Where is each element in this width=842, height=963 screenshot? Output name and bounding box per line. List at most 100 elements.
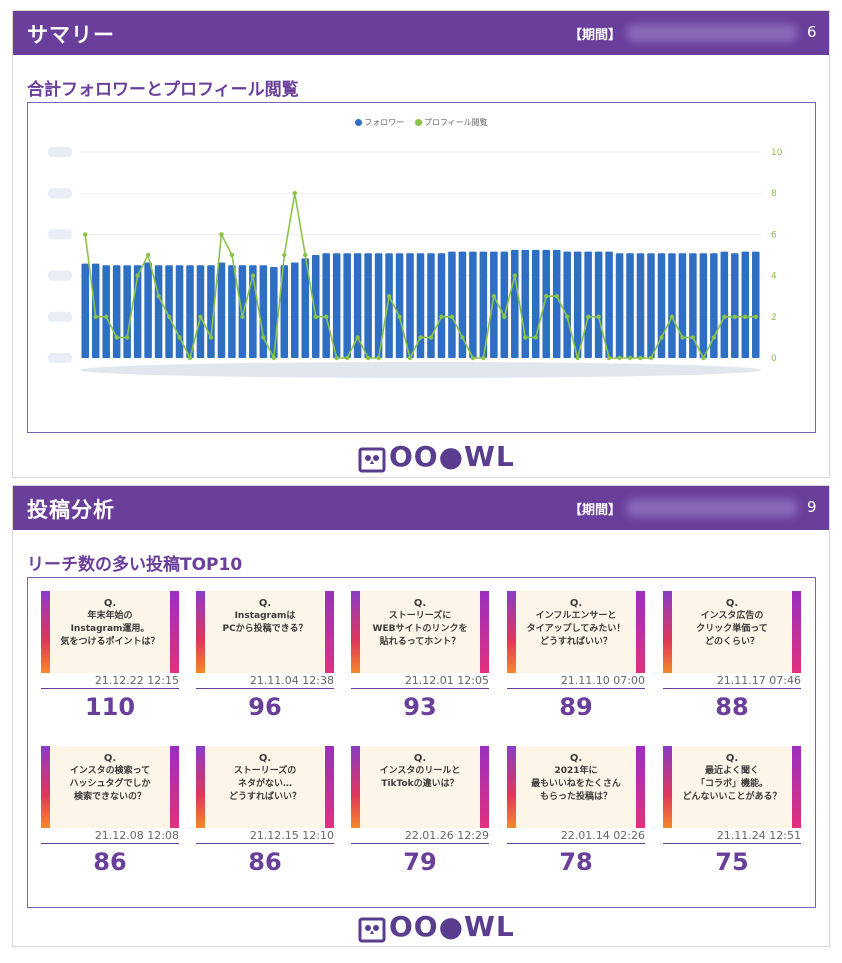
follower-bar[interactable] [374,253,383,358]
profile-views-point[interactable] [187,355,193,361]
follower-bar[interactable] [647,253,655,358]
follower-bar[interactable] [469,251,477,358]
profile-views-point[interactable] [365,355,371,361]
profile-views-point[interactable] [627,355,633,361]
post-thumbnail[interactable]: Q. インフルエンサーと タイアップしてみたい！ どうすればいい？ [507,591,645,673]
follower-bar[interactable] [196,265,205,358]
follower-bar[interactable] [217,262,226,358]
follower-bar[interactable] [406,253,414,358]
profile-views-point[interactable] [460,335,465,340]
follower-bar[interactable] [144,262,152,358]
follower-bar[interactable] [102,265,110,358]
post-thumbnail[interactable]: Q. インスタ広告の クリック単価って どのくらい？ [663,591,801,673]
follower-bar[interactable] [678,253,687,358]
profile-views-point[interactable] [418,335,423,340]
follower-bar[interactable] [270,267,278,358]
profile-views-point[interactable] [198,314,203,319]
profile-views-point[interactable] [596,314,601,319]
profile-views-point[interactable] [606,355,612,361]
legend-item-profile-views[interactable]: プロフィール閲覧 [414,118,488,127]
follower-bar[interactable] [353,253,362,358]
profile-views-point[interactable] [564,314,570,319]
profile-views-point[interactable] [303,252,308,258]
profile-views-point[interactable] [261,335,266,340]
follower-bar[interactable] [81,263,90,358]
follower-bar[interactable] [552,249,561,358]
profile-views-point[interactable] [638,355,643,361]
profile-views-point[interactable] [376,355,381,361]
follower-bar[interactable] [280,265,289,358]
post-thumbnail[interactable]: Q. 最近よく聞く 「コラボ」機能。 どんないいことがある？ [663,746,801,828]
profile-views-point[interactable] [135,273,140,278]
follower-bar[interactable] [521,249,530,358]
post-thumbnail[interactable]: Q. Instagramは PCから投稿できる？ [196,591,334,673]
follower-bar[interactable] [448,251,456,358]
follower-bar[interactable] [542,249,550,358]
follower-bar[interactable] [332,253,341,358]
follower-bar[interactable] [500,251,509,358]
profile-views-point[interactable] [753,314,758,319]
profile-views-point[interactable] [114,335,119,340]
follower-bar[interactable] [479,251,488,358]
profile-views-point[interactable] [250,273,256,278]
follower-bar[interactable] [751,251,760,358]
profile-views-point[interactable] [743,314,748,319]
profile-views-point[interactable] [271,355,277,361]
profile-views-point[interactable] [690,335,696,340]
profile-views-point[interactable] [103,314,109,319]
follower-bar[interactable] [154,265,163,358]
follower-bar[interactable] [490,251,498,358]
profile-views-point[interactable] [282,252,287,258]
profile-views-point[interactable] [512,273,517,278]
follower-bar[interactable] [731,253,739,358]
profile-views-point[interactable] [397,314,402,319]
profile-views-point[interactable] [470,355,476,361]
profile-views-point[interactable] [575,355,580,361]
profile-views-point[interactable] [324,314,329,319]
profile-views-point[interactable] [124,335,130,340]
post-thumbnail[interactable]: Q. ストーリーズの ネタがない… どうすればいい？ [196,746,334,828]
post-thumbnail[interactable]: Q. インスタの検索って ハッシュタグでしか 検索できないの？ [41,746,179,828]
profile-views-point[interactable] [83,232,88,237]
post-thumbnail[interactable]: Q. ストーリーズに WEBサイトのリンクを 貼れるってホント？ [351,591,489,673]
follower-bar[interactable] [636,253,645,358]
follower-bar[interactable] [584,251,592,358]
follower-bar[interactable] [385,253,393,358]
post-thumbnail[interactable]: Q. 年末年始の Instagram運用。 気をつけるポイントは？ [41,591,179,673]
profile-views-point[interactable] [533,335,538,340]
follower-bar[interactable] [238,265,247,358]
follower-bar[interactable] [416,253,425,358]
follower-bar[interactable] [573,251,582,358]
follower-bar[interactable] [112,265,121,358]
follower-bar[interactable] [657,253,666,358]
profile-views-point[interactable] [722,314,727,319]
profile-views-point[interactable] [711,335,717,340]
follower-bar[interactable] [291,262,299,358]
profile-views-point[interactable] [428,335,434,340]
profile-views-point[interactable] [313,314,318,319]
profile-views-point[interactable] [701,355,706,361]
profile-views-point[interactable] [344,355,350,361]
profile-views-point[interactable] [240,314,245,319]
follower-bar[interactable] [395,253,404,358]
profile-views-point[interactable] [229,252,235,258]
follower-bar[interactable] [531,249,540,358]
profile-views-point[interactable] [648,355,654,361]
profile-views-point[interactable] [502,314,507,319]
follower-bar[interactable] [594,251,603,358]
profile-views-point[interactable] [439,314,444,319]
profile-views-point[interactable] [523,335,528,340]
follower-bar[interactable] [710,253,718,358]
follower-bar[interactable] [364,253,372,358]
post-thumbnail[interactable]: Q. 2021年に 最もいいねをたくさん もらった投稿は？ [507,746,645,828]
follower-bar[interactable] [228,265,236,358]
follower-bar[interactable] [626,253,634,358]
follower-bar[interactable] [615,253,624,358]
follower-bar[interactable] [186,265,194,358]
profile-views-point[interactable] [481,355,486,361]
profile-views-point[interactable] [156,294,161,299]
follower-bar[interactable] [311,255,320,358]
profile-views-point[interactable] [732,314,738,319]
follower-bar[interactable] [605,251,613,358]
profile-views-point[interactable] [93,314,98,319]
